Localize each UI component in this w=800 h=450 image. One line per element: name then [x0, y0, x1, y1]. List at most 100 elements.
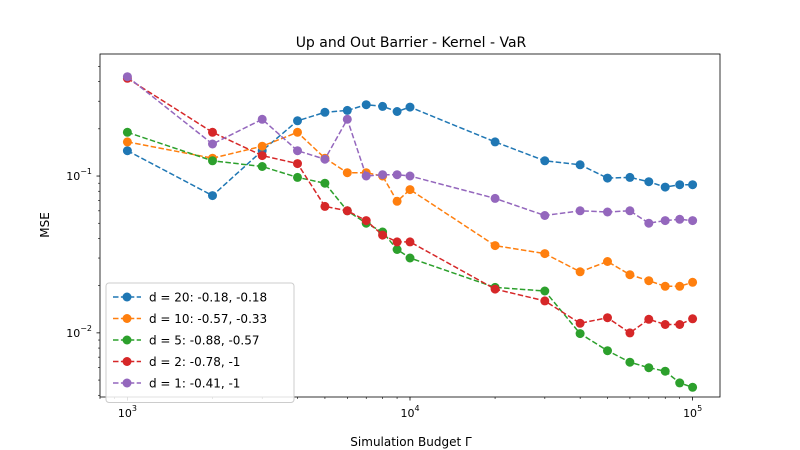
legend-swatch-marker [122, 292, 132, 302]
data-point [405, 237, 415, 247]
data-point [405, 171, 415, 181]
data-point [540, 249, 550, 259]
data-point [392, 107, 402, 116]
data-point [405, 185, 415, 195]
x-tick-label: 103 [118, 404, 137, 420]
legend-label: d = 20: -0.18, -0.18 [149, 291, 267, 305]
data-point [675, 378, 685, 388]
series-line [126, 76, 693, 224]
data-point [575, 206, 585, 216]
data-point [644, 177, 654, 187]
data-point [361, 100, 371, 110]
data-point [320, 178, 330, 188]
data-point [122, 137, 132, 147]
x-axis-label: Simulation Budget Γ [350, 435, 472, 449]
x-axis-ticks: 103 104 105 [99, 397, 702, 420]
legend-item: d = 5: -0.88, -0.57 [113, 334, 260, 348]
data-point [320, 154, 330, 164]
data-point [660, 366, 670, 376]
data-point [540, 286, 550, 296]
data-point [208, 156, 217, 166]
data-point [625, 357, 635, 367]
data-point [320, 107, 330, 117]
data-point [540, 156, 550, 166]
data-point [688, 382, 698, 392]
data-point [392, 237, 402, 247]
chart-title: Up and Out Barrier - Kernel - VaR [296, 35, 527, 51]
data-point [603, 207, 612, 217]
data-point [603, 173, 612, 183]
data-point [625, 328, 635, 338]
data-point [644, 276, 654, 286]
data-point [257, 141, 267, 151]
legend-swatch-marker [122, 357, 132, 366]
data-point [540, 211, 550, 220]
data-point [257, 151, 267, 161]
data-point [122, 127, 132, 137]
data-point [405, 102, 415, 112]
data-point [603, 313, 612, 323]
data-point [320, 201, 330, 211]
data-point [675, 214, 685, 224]
data-point [293, 116, 302, 126]
data-point [675, 180, 685, 190]
legend-swatch-marker [122, 335, 132, 345]
data-point [122, 72, 132, 82]
y-tick-label: 10−1 [66, 167, 92, 183]
series-4 [122, 73, 698, 338]
data-point [688, 180, 698, 190]
data-point [208, 139, 217, 149]
data-point [361, 171, 371, 181]
data-point [575, 267, 585, 277]
data-point [540, 296, 550, 306]
data-point [575, 160, 585, 170]
x-tick-label: 105 [683, 404, 702, 420]
data-point [644, 218, 654, 228]
data-point [378, 170, 388, 180]
legend-box [105, 282, 295, 403]
data-point [625, 206, 635, 216]
legend-swatch-marker [122, 314, 132, 323]
data-point [675, 320, 685, 329]
data-point [208, 191, 217, 201]
legend-label: d = 1: -0.41, -1 [149, 377, 240, 391]
data-point [293, 172, 302, 182]
data-point [378, 230, 388, 240]
y-axis-ticks: 10−2 10−1 [66, 66, 100, 396]
data-point [122, 146, 132, 156]
y-tick-label: 10−2 [66, 324, 92, 340]
data-point [675, 281, 685, 291]
legend-item: d = 10: -0.57, -0.33 [113, 312, 267, 326]
data-point [208, 127, 217, 137]
data-point [405, 253, 415, 263]
data-point [603, 346, 612, 356]
data-point [688, 314, 698, 324]
data-point [257, 114, 267, 124]
data-point [342, 114, 352, 124]
legend-item: d = 2: -0.78, -1 [113, 355, 240, 369]
data-point [660, 216, 670, 226]
x-tick-label: 104 [400, 404, 419, 420]
plot-lines [122, 72, 698, 392]
data-point [688, 216, 698, 226]
data-point [625, 172, 635, 182]
data-point [490, 193, 500, 203]
data-point [660, 281, 670, 291]
data-point [660, 182, 670, 192]
data-point [293, 127, 302, 137]
legend-label: d = 5: -0.88, -0.57 [149, 334, 260, 348]
legend-label: d = 10: -0.57, -0.33 [149, 312, 267, 326]
data-point [293, 159, 302, 169]
data-point [575, 318, 585, 328]
data-point [392, 245, 402, 254]
y-axis-label: MSE [38, 212, 52, 238]
legend-item: d = 20: -0.18, -0.18 [113, 291, 267, 305]
data-point [575, 329, 585, 339]
data-point [644, 363, 654, 373]
data-point [688, 277, 698, 287]
legend-item: d = 1: -0.41, -1 [113, 377, 240, 391]
data-point [490, 137, 500, 147]
legend-swatch-marker [122, 378, 132, 388]
data-point [361, 216, 371, 226]
series-5 [122, 72, 698, 228]
